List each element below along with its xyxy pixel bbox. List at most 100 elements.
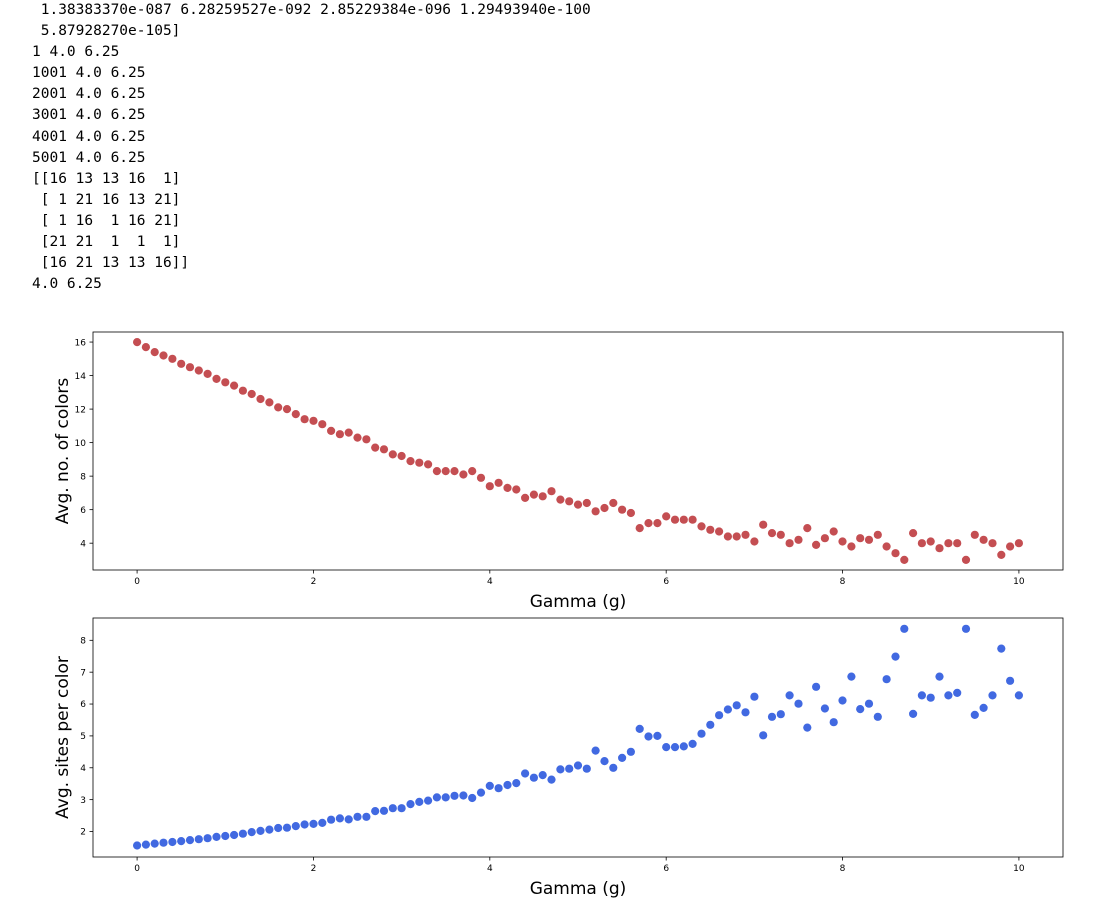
output-line: 3001 4.0 6.25 <box>32 107 146 124</box>
y-tick-label: 3 <box>80 796 86 806</box>
data-point <box>917 539 927 548</box>
data-point <box>600 757 609 766</box>
data-point <box>379 806 389 815</box>
data-point <box>476 788 486 797</box>
data-point <box>238 386 247 395</box>
data-point <box>150 839 159 848</box>
y-tick-label: 6 <box>80 700 86 710</box>
data-point <box>485 781 494 791</box>
data-point <box>185 836 195 845</box>
data-point <box>785 539 794 548</box>
data-point <box>759 520 768 529</box>
data-point <box>485 482 494 491</box>
data-point <box>750 692 759 701</box>
data-point <box>961 555 971 565</box>
data-point <box>803 524 812 533</box>
data-point <box>353 433 362 442</box>
data-point <box>168 354 177 363</box>
data-point <box>432 467 441 476</box>
data-point <box>1014 691 1024 700</box>
data-point <box>177 359 186 368</box>
data-point <box>415 797 424 807</box>
data-point <box>247 828 256 837</box>
data-point <box>706 720 715 729</box>
data-point <box>715 711 724 720</box>
data-point <box>573 500 583 509</box>
data-point <box>909 709 918 719</box>
data-point <box>441 467 450 476</box>
data-point <box>265 825 274 834</box>
data-point <box>424 796 433 805</box>
data-point <box>177 837 186 846</box>
y-tick-label: 8 <box>80 472 86 482</box>
data-point <box>415 458 424 467</box>
data-point <box>203 369 212 378</box>
data-point <box>230 830 239 840</box>
data-point <box>909 529 918 538</box>
data-point <box>141 840 150 849</box>
data-point <box>653 519 662 528</box>
data-point <box>609 498 618 508</box>
data-point <box>935 544 944 553</box>
data-point <box>1006 542 1015 551</box>
data-point <box>291 822 300 831</box>
data-point <box>388 804 397 813</box>
data-point <box>397 804 406 813</box>
data-point <box>732 532 741 541</box>
data-point <box>388 450 397 459</box>
data-point <box>565 497 574 506</box>
data-point <box>274 823 283 833</box>
output-line: [ 1 21 16 13 21] <box>32 191 181 208</box>
data-point <box>582 498 591 508</box>
data-point <box>344 815 353 824</box>
data-point <box>529 773 539 782</box>
data-point <box>238 829 247 838</box>
data-point <box>812 540 821 550</box>
data-point <box>212 374 221 383</box>
y-tick-label: 12 <box>75 405 86 415</box>
data-point <box>917 691 927 700</box>
data-point <box>767 529 777 538</box>
data-point <box>203 834 212 843</box>
data-point <box>688 739 697 749</box>
output-line: [21 21 1 1 1] <box>32 234 181 251</box>
data-point <box>829 527 838 536</box>
data-point <box>141 343 150 352</box>
data-point <box>476 473 486 482</box>
data-point <box>221 831 230 841</box>
data-point <box>935 672 944 681</box>
x-tick-label: 6 <box>663 577 669 587</box>
y-tick-label: 4 <box>80 764 86 774</box>
data-point <box>953 688 962 698</box>
data-point <box>450 467 459 476</box>
data-point <box>327 815 336 824</box>
data-point <box>618 753 627 763</box>
data-point <box>591 507 600 516</box>
x-axis-label: Gamma (g) <box>530 879 627 899</box>
y-tick-label: 5 <box>80 732 86 742</box>
data-point <box>838 696 847 705</box>
data-point <box>159 351 168 360</box>
data-point <box>900 555 909 565</box>
data-point <box>820 704 830 713</box>
data-point <box>335 430 344 439</box>
data-point <box>565 764 574 773</box>
data-point <box>997 550 1006 560</box>
data-point <box>468 793 477 803</box>
data-point <box>150 348 159 357</box>
data-point <box>679 742 688 751</box>
data-point <box>653 731 662 741</box>
data-point <box>300 415 309 424</box>
data-point <box>732 701 741 710</box>
data-point <box>900 624 909 633</box>
output-line: 1 4.0 6.25 <box>32 44 120 61</box>
data-point <box>926 537 935 546</box>
data-point <box>944 691 953 700</box>
data-point <box>741 708 750 717</box>
data-point <box>847 672 856 681</box>
data-point <box>309 416 318 425</box>
data-point <box>512 779 521 788</box>
data-point <box>424 460 433 469</box>
data-point <box>618 505 627 514</box>
data-point <box>882 675 891 684</box>
